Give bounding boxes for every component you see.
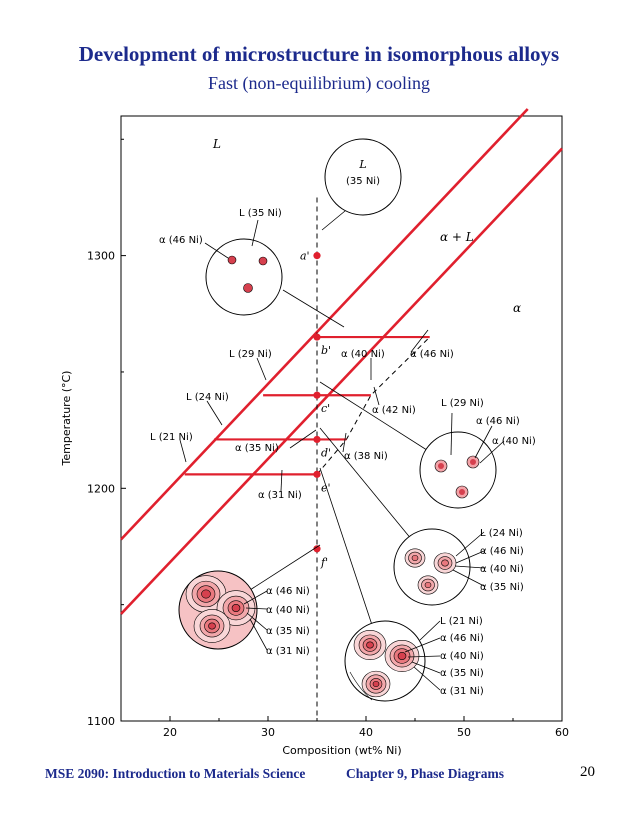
annot-a46: α (46 Ni) [159,235,203,246]
x-tick-label: 30 [261,726,275,739]
data-point [313,470,321,478]
phase-boundary-line-2 [120,147,563,615]
annot-d-a40: α (40 Ni) [480,564,524,575]
y-tick-label: 1100 [87,715,115,728]
annot-c-a40: α (40 Ni) [492,436,536,447]
cored-grain [231,604,241,612]
phase-lines [120,108,563,721]
page-title: Development of microstructure in isomorp… [78,42,560,66]
annot-e-a31: α (31 Ni) [440,686,484,697]
y-tick-label: 1200 [87,482,115,495]
point-label: b' [321,344,331,357]
tie-line-annotations: L (29 Ni) α (40 Ni) α (46 Ni) L (24 Ni) … [150,329,454,501]
region-label-solid: α [513,301,521,315]
data-point [313,252,321,260]
annot-e-a46: α (46 Ni) [440,633,484,644]
microstructure-e-circle: L (21 Ni) α (46 Ni) α (40 Ni) α (35 Ni) … [319,467,484,702]
annot-f-a40: α (40 Ni) [266,605,310,616]
annot-l21: L (21 Ni) [150,432,193,443]
annot-e-l21: L (21 Ni) [440,616,483,627]
axes: 20 30 40 50 60 1100 1200 1300 [87,138,569,739]
cored-grain [411,554,419,562]
annot-a40: α (40 Ni) [341,349,385,360]
annot-a42: α (42 Ni) [372,405,416,416]
data-point [313,435,321,444]
cored-grain [201,589,211,599]
cored-grain [372,680,380,688]
point-label: e' [321,481,331,494]
annot-d-l24: L (24 Ni) [480,528,523,539]
nonequilibrium-solidus-line [316,336,431,475]
x-tick-label: 60 [555,726,569,739]
region-label-two-phase: α + L [440,230,474,244]
annot-d-a46: α (46 Ni) [480,546,524,557]
annot-c-a46: α (46 Ni) [476,416,520,427]
data-point [313,545,321,553]
annot-l35: L (35 Ni) [239,208,282,219]
microstructure-c-circle: L (29 Ni) α (46 Ni) α (40 Ni) [319,381,536,509]
point-label: f' [320,556,328,569]
microstructure-f-circle: α (46 Ni) α (40 Ni) α (35 Ni) α (31 Ni) [178,544,321,657]
phase-boundary-line-1 [120,108,529,541]
annot-l29: L (29 Ni) [229,349,272,360]
annot-a31: α (31 Ni) [258,490,302,501]
y-tick-label: 1300 [87,250,115,263]
data-point [313,333,321,341]
annot-e-a35: α (35 Ni) [440,668,484,679]
point-label: d' [321,446,331,459]
x-tick-label: 20 [163,726,177,739]
annot-f-a35: α (35 Ni) [266,626,310,637]
data-point [313,391,321,399]
microstructure-d-circle: L (24 Ni) α (46 Ni) α (40 Ni) α (35 Ni) [319,427,524,606]
x-tick-label: 40 [359,726,373,739]
point-label: a' [300,250,310,263]
liquid-pocket [349,671,373,701]
page-subtitle: Fast (non-equilibrium) cooling [208,73,430,93]
cored-grain [424,581,432,589]
footer-chapter: Chapter 9, Phase Diagrams [346,766,504,781]
annot-a35: α (35 Ni) [235,443,279,454]
y-axis-label: Temperature (°C) [60,371,73,467]
footer-course: MSE 2090: Introduction to Materials Scie… [45,766,306,781]
microstructure-liquid-circle: L (35 Ni) [321,138,402,231]
annot-l24: L (24 Ni) [186,392,229,403]
annot-a46-b: α (46 Ni) [410,349,454,360]
annot-a38: α (38 Ni) [344,451,388,462]
cored-grain [208,622,216,630]
annot-f-a46: α (46 Ni) [266,586,310,597]
footer-page-number: 20 [580,764,595,780]
annot-e-a40: α (40 Ni) [440,651,484,662]
plot-frame [120,115,563,722]
annot-f-a31: α (31 Ni) [266,646,310,657]
microstructure-b-circle: L (35 Ni) α (46 Ni) [159,208,345,328]
region-label-liquid: L [212,137,221,151]
cored-grain [366,641,374,649]
cored-grain [397,652,407,660]
annot-l35-circle-comp: (35 Ni) [346,176,380,187]
annot-d-a35: α (35 Ni) [480,582,524,593]
point-labels: a' b' c' d' e' f' [300,250,331,569]
cored-grain [441,559,449,567]
x-axis-label: Composition (wt% Ni) [282,744,401,757]
x-tick-label: 50 [457,726,471,739]
annot-l35-circle-l: L [358,158,366,171]
annot-c-l29: L (29 Ni) [441,398,484,409]
point-label: c' [321,402,330,415]
